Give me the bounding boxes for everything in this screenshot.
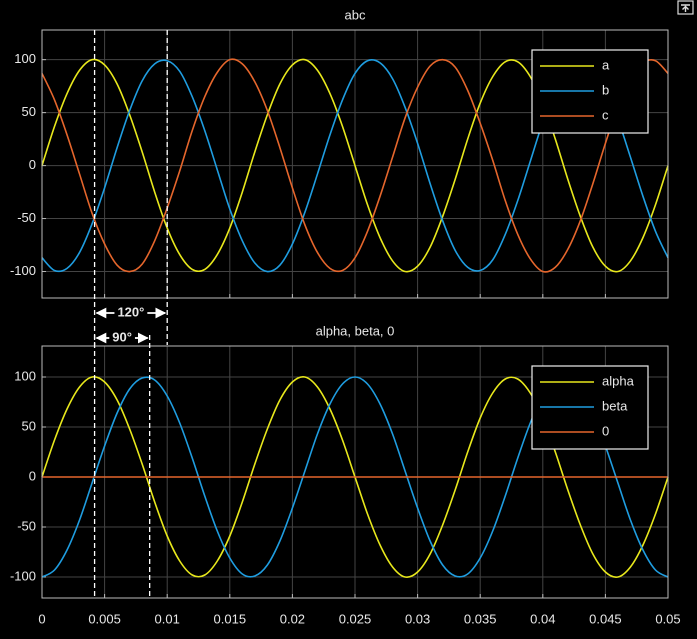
axes-title: alpha, beta, 0 — [316, 323, 395, 338]
x-tick-label: 0.025 — [339, 611, 372, 626]
x-tick-label: 0.02 — [280, 611, 305, 626]
x-tick-label: 0.005 — [88, 611, 121, 626]
x-tick-label: 0.015 — [214, 611, 247, 626]
series-line — [41, 58, 669, 273]
legend-label: 0 — [602, 423, 609, 438]
y-tick-label: 100 — [14, 51, 36, 66]
x-tick-label: 0.05 — [655, 611, 680, 626]
legend-label: b — [602, 82, 609, 97]
legend-label: beta — [602, 398, 628, 413]
axes-title: abc — [345, 7, 366, 22]
y-tick-label: 100 — [14, 368, 36, 383]
y-tick-label: -100 — [10, 568, 36, 583]
y-tick-label: 50 — [22, 418, 36, 433]
annotation-label: 120° — [117, 304, 144, 319]
x-tick-label: 0.01 — [155, 611, 180, 626]
y-tick-label: 50 — [22, 104, 36, 119]
series-line — [41, 58, 669, 273]
y-tick-label: -100 — [10, 263, 36, 278]
axes-frame — [41, 345, 669, 599]
toolbar-icon[interactable] — [677, 0, 694, 15]
y-tick-label: -50 — [17, 518, 36, 533]
y-tick-label: 0 — [29, 468, 36, 483]
legend-label: alpha — [602, 373, 635, 388]
restore-icon — [681, 4, 690, 12]
x-tick-label: 0.035 — [464, 611, 497, 626]
legend-label: c — [602, 107, 609, 122]
x-tick-label: 0.04 — [530, 611, 555, 626]
y-tick-label: -50 — [17, 210, 36, 225]
x-tick-label: 0.03 — [405, 611, 430, 626]
annotation-label: 90° — [112, 329, 132, 344]
axes-frame — [41, 29, 669, 299]
x-tick-label: 0.045 — [589, 611, 622, 626]
y-tick-label: 0 — [29, 157, 36, 172]
legend-label: a — [602, 57, 610, 72]
x-tick-label: 0 — [38, 611, 45, 626]
